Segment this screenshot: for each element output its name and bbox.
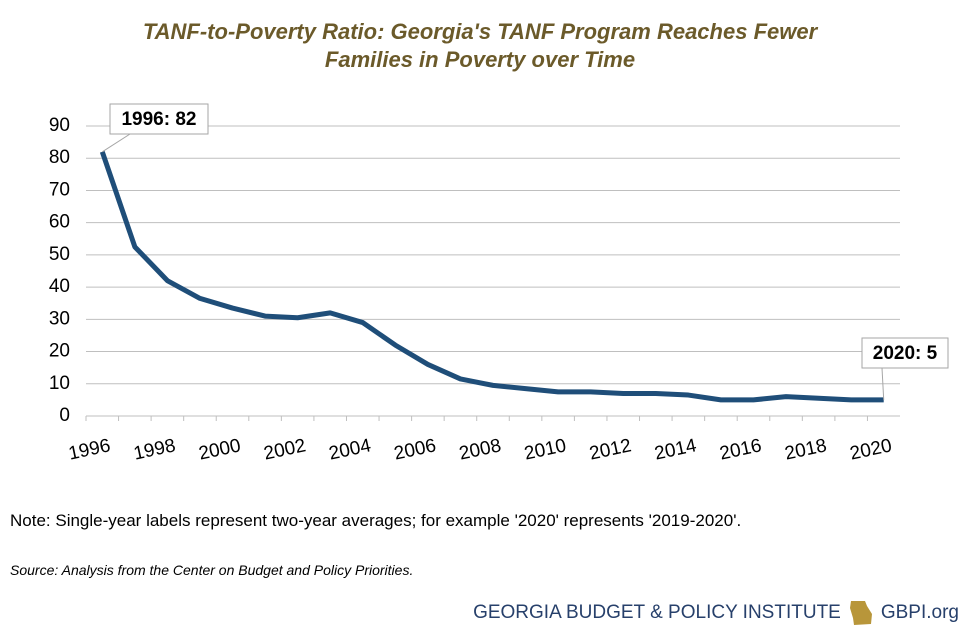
y-tick-label: 20	[49, 341, 70, 362]
y-tick-label: 0	[59, 405, 70, 426]
x-tick-label: 1996	[67, 435, 113, 464]
x-tick-label: 2012	[588, 435, 634, 464]
y-tick-label: 40	[49, 276, 70, 297]
x-tick-label: 2008	[457, 435, 503, 464]
x-tick-label: 1998	[132, 435, 178, 464]
chart: 0 10 20 30 40 50 60 70 80 90 1996 1998 2000 2002 2004 2…	[49, 103, 949, 465]
annotation-leader	[881, 367, 885, 400]
footer: GEORGIA BUDGET & POLICY INSTITUTE GBPI.o…	[473, 600, 959, 626]
website: GBPI.org	[880, 602, 959, 623]
annotation-text: 2020: 5	[873, 343, 938, 364]
annotation-box	[861, 337, 949, 369]
annotation-box	[109, 103, 209, 135]
chart-title: TANF-to-Poverty Ratio: Georgia's TANF Pr…	[142, 19, 818, 72]
x-tick-label: 2020	[848, 435, 894, 464]
y-tick-label: 10	[49, 373, 70, 394]
y-tick-label: 70	[49, 179, 70, 200]
y-tick-label: 60	[49, 212, 70, 233]
x-tick-label: 2014	[653, 435, 699, 464]
x-tick-label: 2010	[522, 435, 568, 464]
x-tick-label: 2018	[783, 435, 829, 464]
x-tick-label: 2016	[718, 435, 764, 464]
x-tick-label: 2004	[327, 435, 373, 464]
annotation-leader	[102, 133, 131, 153]
data-line	[99, 150, 884, 403]
x-tick-label: 2002	[262, 435, 308, 464]
y-tick-label: 30	[49, 308, 70, 329]
x-tick-label: 2006	[392, 435, 438, 464]
y-tick-label: 50	[49, 244, 70, 265]
source: Source: Analysis from the Center on Budg…	[10, 562, 414, 578]
annotation-text: 1996: 82	[121, 109, 196, 130]
y-tick-label: 80	[49, 147, 70, 168]
logo	[849, 601, 872, 625]
org-name: GEORGIA BUDGET & POLICY INSTITUTE	[473, 602, 841, 623]
x-tick-label: 2000	[197, 435, 243, 464]
note: Note: Single-year labels represent two-y…	[10, 511, 742, 530]
y-tick-label: 90	[49, 115, 70, 136]
